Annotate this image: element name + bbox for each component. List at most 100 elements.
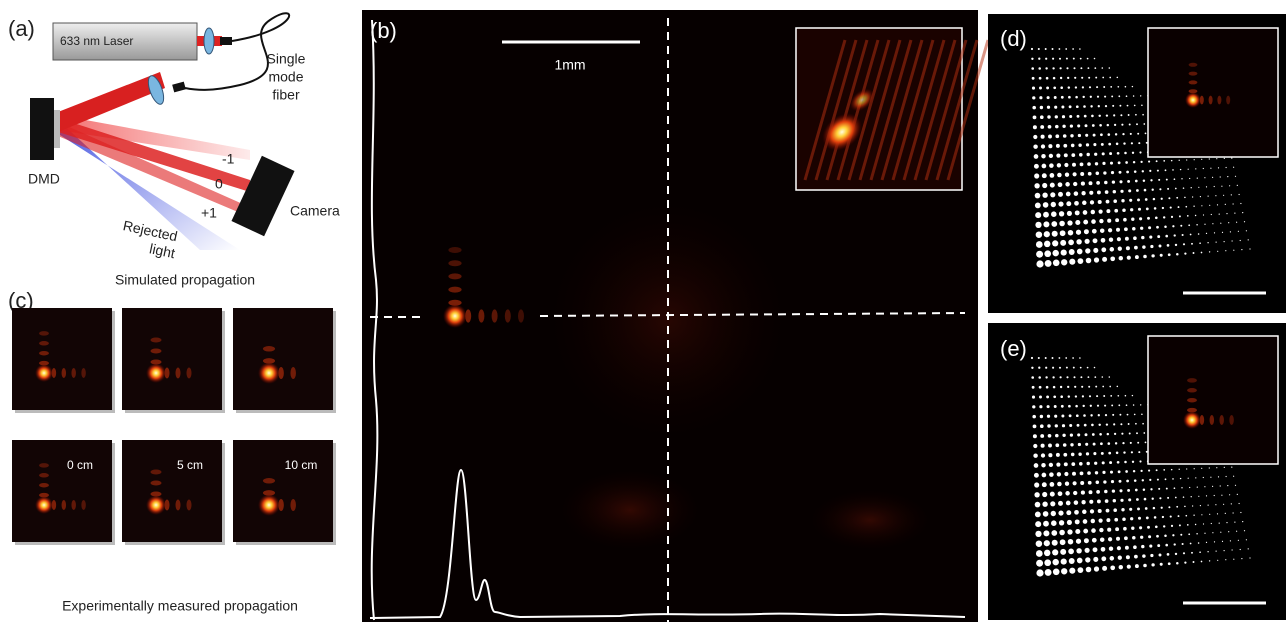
dot — [1075, 405, 1078, 408]
dot — [1146, 517, 1149, 520]
dot — [1044, 250, 1051, 257]
dot — [1045, 376, 1047, 378]
dot — [1044, 241, 1050, 247]
dot — [1108, 143, 1111, 146]
dmd-label: DMD — [28, 171, 60, 187]
dot — [1225, 559, 1226, 560]
dot — [1121, 508, 1124, 511]
dot — [1047, 424, 1050, 427]
dot — [1081, 500, 1085, 504]
fringe — [39, 483, 49, 488]
dot — [1229, 185, 1230, 186]
dot — [1048, 434, 1052, 438]
dot — [1069, 115, 1072, 118]
dot — [1224, 550, 1225, 551]
dot — [1034, 473, 1039, 478]
dot — [1078, 452, 1081, 455]
panel-label: (e) — [1000, 336, 1027, 361]
dot — [1111, 404, 1113, 406]
fringe — [1226, 96, 1230, 105]
dot — [1135, 564, 1139, 568]
dot — [1052, 376, 1054, 378]
dot — [1147, 526, 1150, 529]
spot — [35, 364, 53, 382]
dot — [1246, 230, 1247, 231]
dot — [1048, 125, 1052, 129]
dot — [1051, 202, 1056, 207]
dot — [1039, 405, 1042, 408]
dot — [1214, 495, 1215, 496]
dot — [1072, 472, 1076, 476]
fringe — [1217, 96, 1221, 105]
dot — [1152, 189, 1154, 191]
dot — [1042, 183, 1047, 188]
dot — [1093, 443, 1096, 446]
dot — [1055, 115, 1058, 118]
dot — [1072, 163, 1076, 167]
dot — [1194, 468, 1195, 469]
dot — [1217, 204, 1218, 205]
dot — [1075, 529, 1080, 534]
dot — [1094, 153, 1097, 156]
dot — [1083, 519, 1088, 524]
dot — [1067, 211, 1072, 216]
dot — [1168, 253, 1171, 256]
spot — [1183, 411, 1201, 429]
tile — [12, 308, 112, 410]
dot — [1077, 249, 1083, 255]
dot — [1179, 160, 1180, 161]
dot — [1210, 477, 1211, 478]
dot — [1148, 470, 1150, 472]
dot — [1082, 510, 1086, 514]
dot — [1110, 556, 1115, 561]
dot — [1043, 212, 1049, 218]
dot — [1242, 521, 1243, 522]
dot — [1094, 376, 1096, 378]
dot — [1180, 169, 1181, 170]
dot — [1107, 433, 1109, 435]
dot — [1246, 539, 1247, 540]
dot — [1141, 414, 1143, 416]
dot — [1075, 519, 1080, 524]
dot — [1096, 395, 1098, 397]
dot — [1171, 160, 1173, 162]
dot — [1161, 507, 1163, 509]
dot — [1211, 523, 1212, 524]
dot — [1092, 538, 1097, 543]
dot — [1148, 161, 1150, 163]
dot — [1085, 443, 1088, 446]
dot — [1136, 498, 1139, 501]
fringe — [81, 500, 86, 510]
dot — [1039, 96, 1042, 99]
dot — [1223, 195, 1224, 196]
dot — [1062, 115, 1065, 118]
dot — [1066, 192, 1071, 197]
fringe — [1219, 415, 1224, 425]
dot — [1088, 386, 1090, 388]
dot — [1036, 560, 1043, 567]
dot — [1240, 512, 1241, 513]
dot — [1118, 161, 1121, 164]
dot — [1182, 234, 1184, 236]
dot — [1215, 195, 1216, 196]
dot — [1055, 424, 1058, 427]
dot — [1084, 229, 1089, 234]
coupler — [172, 82, 186, 93]
dot — [1117, 395, 1119, 397]
dot — [1193, 561, 1195, 563]
dot — [1128, 498, 1131, 501]
dot — [1207, 242, 1208, 243]
dot — [1093, 557, 1098, 562]
dot — [1242, 212, 1243, 213]
dot — [1050, 482, 1055, 487]
dot — [1175, 497, 1177, 499]
dot — [1189, 487, 1190, 488]
fringe — [71, 500, 76, 510]
dot — [1064, 472, 1068, 476]
dot — [1083, 105, 1086, 108]
dot — [1093, 452, 1096, 455]
dot — [1055, 443, 1059, 447]
dot — [1144, 189, 1147, 192]
dot — [1140, 161, 1142, 163]
dot — [1157, 544, 1160, 547]
